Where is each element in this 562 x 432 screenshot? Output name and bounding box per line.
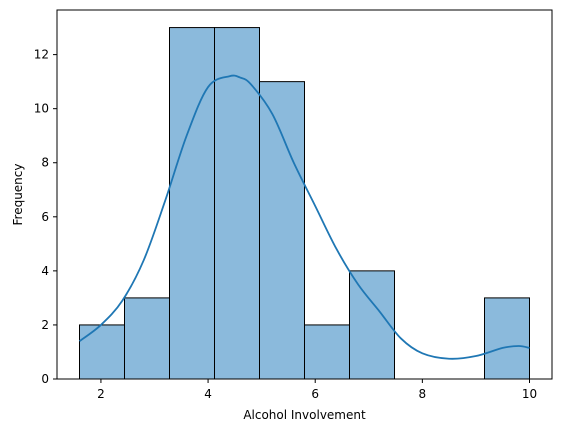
y-axis-ticks: 0 2 4 6 8 10 12: [34, 48, 57, 386]
y-tick-label: 8: [41, 156, 49, 170]
x-tick-label: 10: [522, 387, 537, 401]
x-axis-label: Alcohol Involvement: [243, 408, 366, 422]
y-tick-label: 12: [34, 48, 49, 62]
histogram-bar: [484, 297, 530, 380]
kde-curve: [78, 74, 530, 360]
y-tick-label: 0: [41, 372, 49, 386]
histogram-bar: [304, 324, 350, 380]
histogram-bars: [79, 27, 530, 380]
histogram-bar: [349, 270, 395, 380]
y-tick-label: 4: [41, 264, 49, 278]
y-tick-label: 10: [34, 102, 49, 116]
histogram-bar: [259, 81, 305, 380]
y-tick-label: 6: [41, 210, 49, 224]
x-tick-label: 8: [419, 387, 427, 401]
histogram-bar: [169, 27, 215, 380]
histogram-bar: [124, 297, 170, 380]
x-axis-ticks: 2 4 6 8 10: [97, 379, 537, 401]
histogram-bar: [214, 27, 260, 380]
x-tick-label: 4: [204, 387, 212, 401]
histogram-bar: [79, 324, 125, 380]
x-tick-label: 6: [311, 387, 319, 401]
y-tick-label: 2: [41, 318, 49, 332]
x-tick-label: 2: [97, 387, 105, 401]
plot-frame: [56, 9, 553, 380]
y-axis-label: Frequency: [11, 164, 25, 226]
